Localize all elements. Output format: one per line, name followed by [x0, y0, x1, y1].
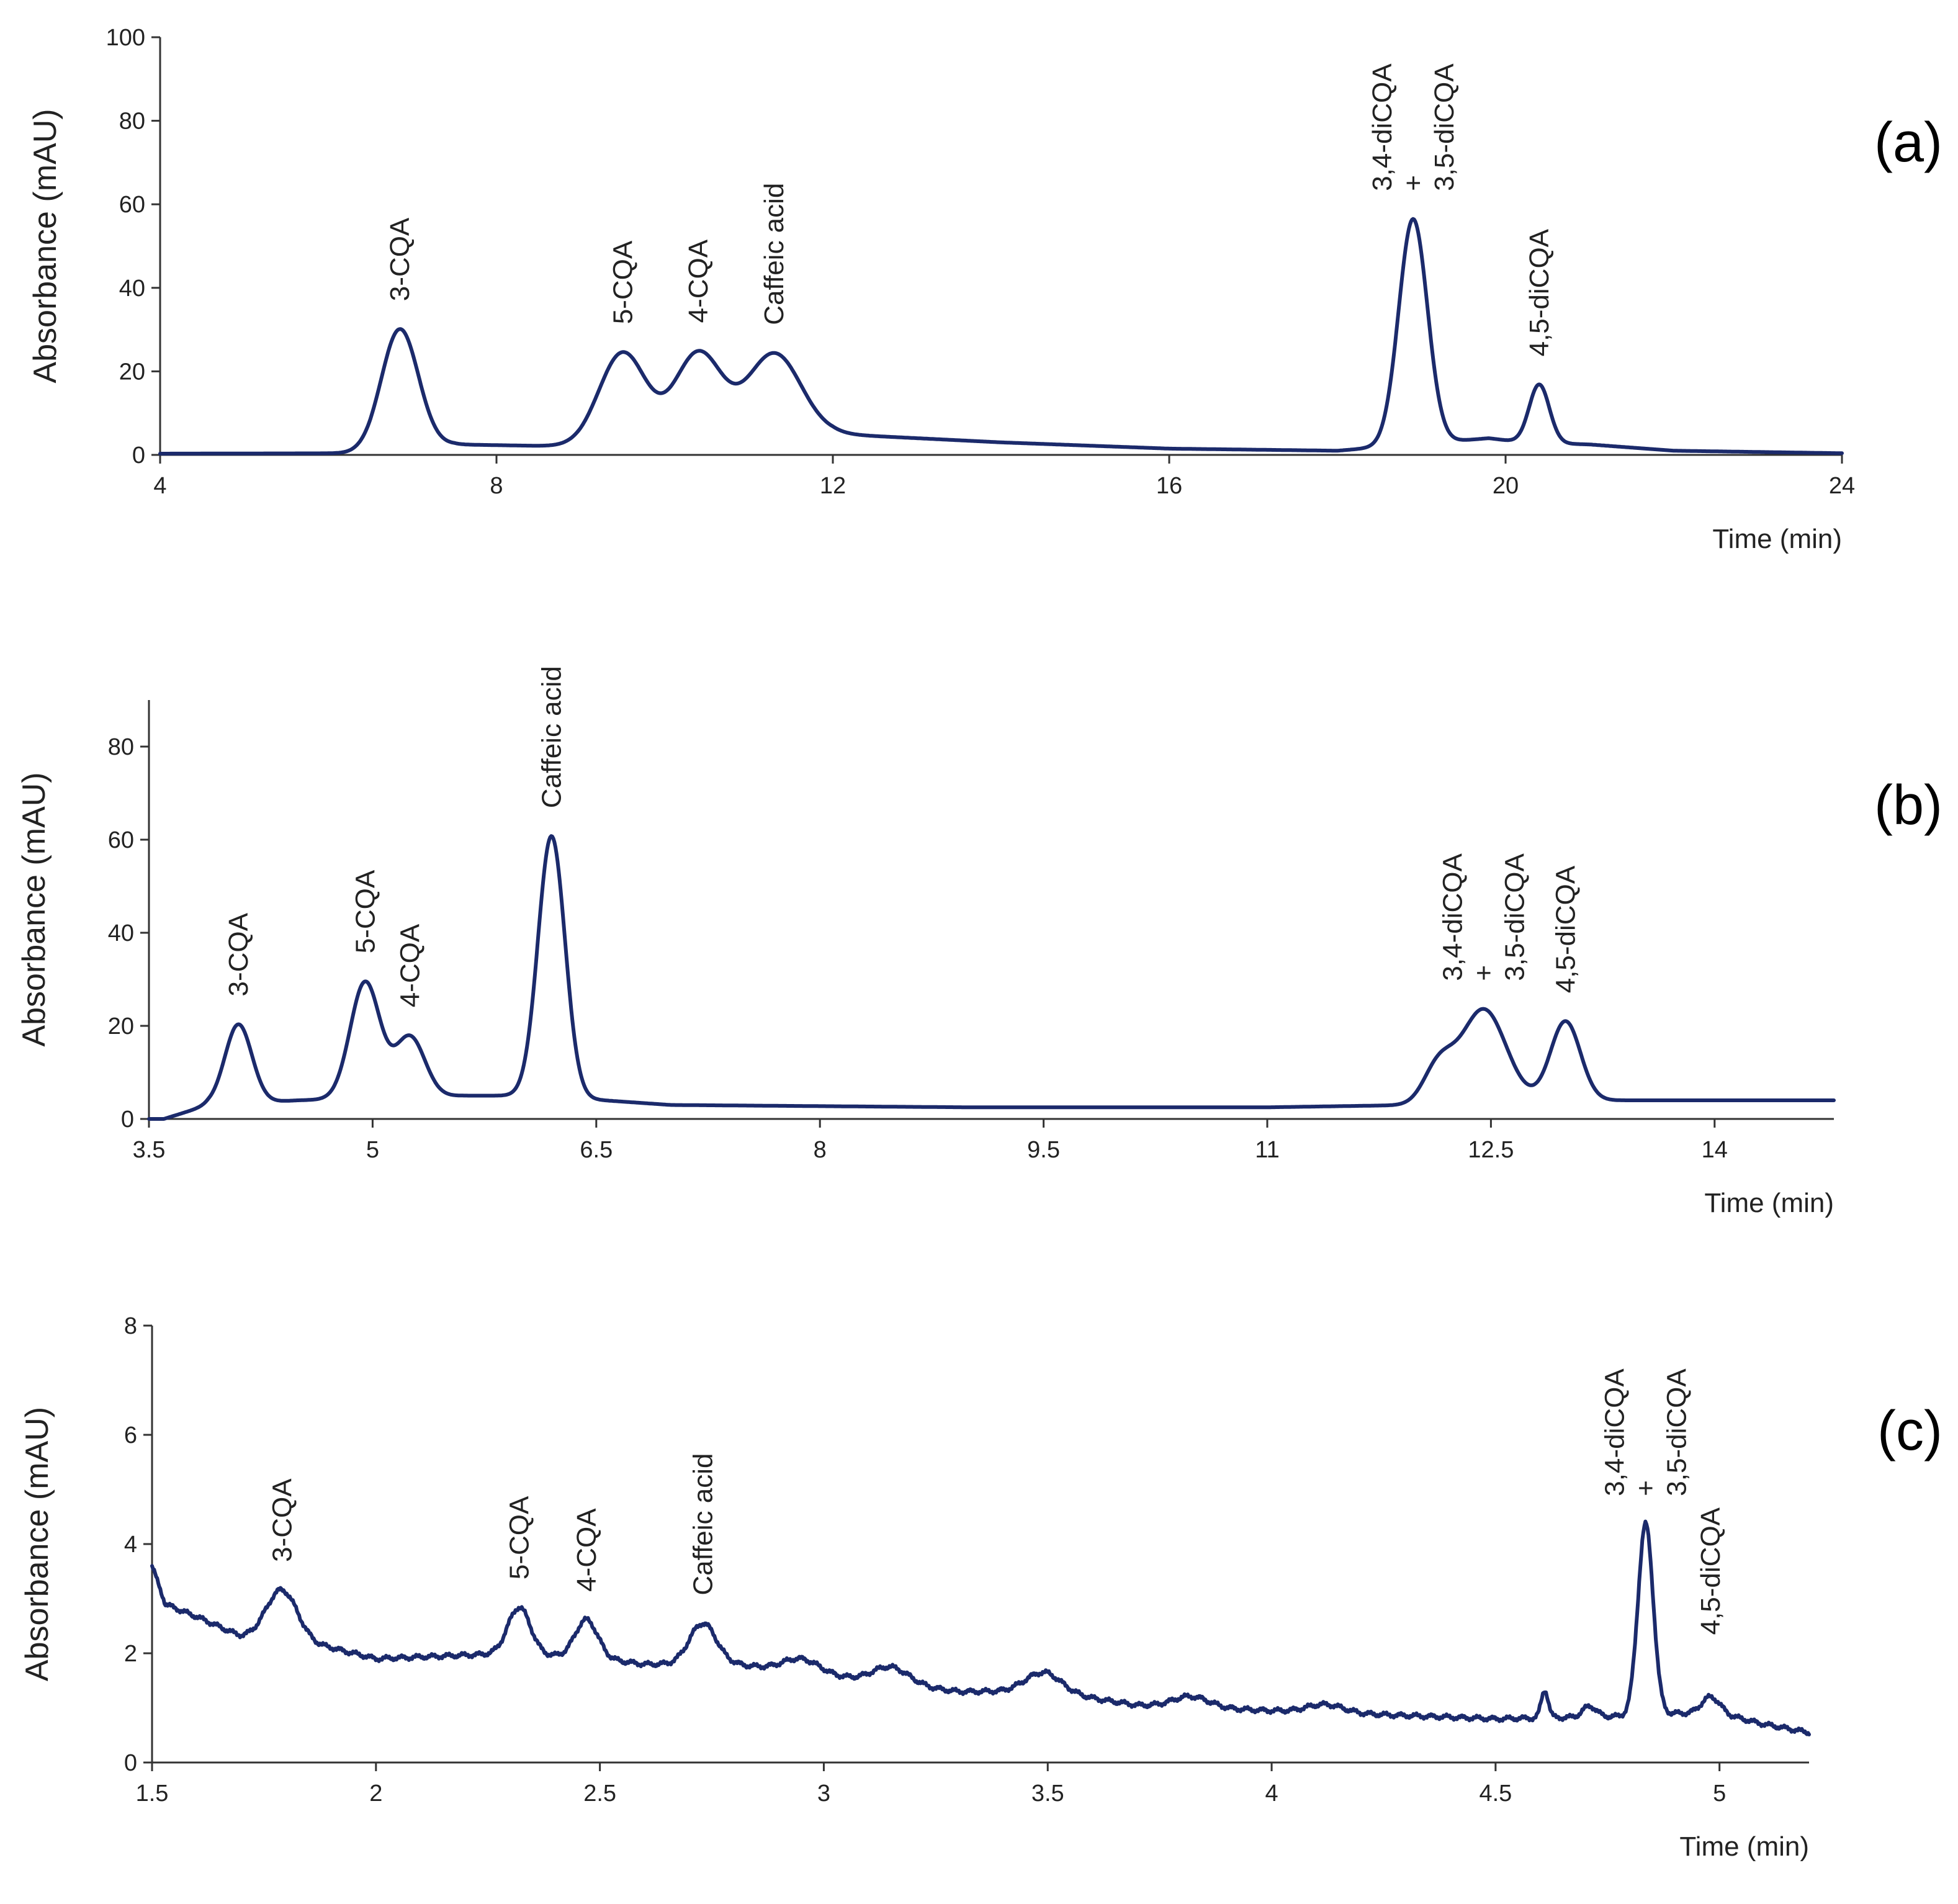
x-tick-label: 6.5 [580, 1137, 613, 1163]
x-tick-label: 12 [820, 473, 846, 499]
peak-label-line: 3-CQA [223, 912, 254, 996]
chromatogram-trace [150, 1519, 1811, 1736]
panel-label: (c) [1877, 1400, 1942, 1462]
x-tick-label: 4 [1265, 1781, 1278, 1807]
y-tick-label: 20 [119, 359, 145, 385]
y-axis-title: Absorbance (mAU) [16, 772, 52, 1046]
x-tick-label: 2.5 [583, 1781, 616, 1807]
peak-label-line: Caffeic acid [537, 666, 567, 808]
panel-c: 0 2 4 6 8 1.5 2 2.5 3 3.5 4 4.5 5 Absorbance (mAU) Tim… [19, 1313, 1942, 1862]
peak-label-line: 3,4-diCQA [1367, 63, 1398, 191]
peak-label-3-cqa: 3-CQA [385, 217, 415, 301]
x-tick-label: 2 [369, 1781, 382, 1807]
x-axis-title: Time (min) [1704, 1188, 1834, 1218]
chromatogram-trace [158, 217, 1844, 456]
x-tick-label: 16 [1156, 473, 1182, 499]
peak-label-5-cqa: 5-CQA [350, 869, 380, 953]
peak-label-line: + [1398, 175, 1429, 191]
peak-label-3-cqa: 3-CQA [267, 1478, 297, 1562]
y-tick-label: 40 [108, 920, 134, 946]
peak-label-line: 3-CQA [267, 1478, 297, 1562]
peak-label-caffeic-acid: Caffeic acid [688, 1453, 719, 1596]
peak-label-5-cqa: 5-CQA [505, 1496, 535, 1579]
peak-label-3-4-dicqa-3-5-dicqa: 3,4-diCQA +3,5-diCQA [1367, 63, 1460, 191]
y-tick-label: 60 [119, 192, 145, 218]
y-tick-label: 20 [108, 1013, 134, 1040]
x-tick-label: 24 [1829, 473, 1855, 499]
y-tick-label: 0 [132, 442, 145, 469]
y-tick-label: 0 [124, 1750, 137, 1776]
peak-label-line: 3,5-diCQA [1499, 853, 1530, 981]
y-tick-label: 80 [108, 734, 134, 760]
peak-label-line: 3,5-diCQA [1662, 1368, 1692, 1496]
peak-label-line: 3,5-diCQA [1429, 63, 1460, 191]
peak-label-line: 3,4-diCQA [1600, 1368, 1630, 1496]
peak-label-4-5-dicqa: 4,5-diCQA [1695, 1507, 1726, 1635]
peak-label-line: 5-CQA [608, 240, 638, 324]
peak-label-3-4-dicqa-3-5-dicqa: 3,4-diCQA +3,5-diCQA [1437, 853, 1530, 981]
peak-label-4-cqa: 4-CQA [395, 923, 426, 1007]
peak-label-line: 4,5-diCQA [1551, 865, 1581, 993]
x-tick-label: 3 [817, 1781, 830, 1807]
panel-a: 0 20 40 60 80 100 4 8 12 16 20 24 Absorbance (mAU) Ti… [27, 25, 1942, 554]
peak-label-line: 4-CQA [572, 1508, 602, 1592]
peak-label-line: Caffeic acid [688, 1453, 719, 1596]
peak-label-4-5-dicqa: 4,5-diCQA [1551, 865, 1581, 993]
peak-label-line: 4-CQA [683, 239, 714, 323]
x-tick-label: 9.5 [1027, 1137, 1060, 1163]
peak-label-line: 3-CQA [385, 217, 415, 301]
chromatogram-trace [147, 834, 1836, 1121]
x-tick-label: 14 [1702, 1137, 1728, 1163]
y-axis-title: Absorbance (mAU) [19, 1407, 55, 1681]
peak-label-line: Caffeic acid [759, 183, 789, 325]
x-tick-label: 5 [366, 1137, 379, 1163]
x-tick-label: 12.5 [1468, 1137, 1514, 1163]
peak-label-line: 5-CQA [505, 1496, 535, 1579]
peak-label-line: 3,4-diCQA [1437, 853, 1468, 981]
peak-label-caffeic-acid: Caffeic acid [759, 183, 789, 325]
x-tick-label: 1.5 [136, 1781, 169, 1807]
y-tick-label: 80 [119, 109, 145, 135]
peak-label-line: 4,5-diCQA [1695, 1507, 1726, 1635]
panel-label: (a) [1874, 112, 1942, 174]
y-tick-label: 60 [108, 827, 134, 853]
x-tick-label: 20 [1493, 473, 1519, 499]
y-tick-label: 0 [121, 1107, 134, 1133]
x-tick-label: 4 [153, 473, 166, 499]
y-tick-label: 4 [124, 1532, 137, 1558]
peak-label-line: 5-CQA [350, 869, 380, 953]
y-axis-title: Absorbance (mAU) [27, 109, 63, 383]
peak-label-line: + [1631, 1480, 1661, 1496]
x-axis-title: Time (min) [1712, 524, 1842, 554]
peak-label-4-cqa: 4-CQA [572, 1508, 602, 1592]
peak-label-4-cqa: 4-CQA [683, 239, 714, 323]
x-tick-label: 3.5 [1031, 1781, 1064, 1807]
x-tick-label: 3.5 [133, 1137, 166, 1163]
peak-label-5-cqa: 5-CQA [608, 240, 638, 324]
x-tick-label: 11 [1255, 1137, 1279, 1163]
x-tick-label: 8 [490, 473, 503, 499]
peak-label-3-cqa: 3-CQA [223, 912, 254, 996]
panel-b: 0 20 40 60 80 3.5 5 6.5 8 9.5 11 12.5 14 Absorbance (… [16, 666, 1942, 1218]
peak-label-3-4-dicqa-3-5-dicqa: 3,4-diCQA +3,5-diCQA [1600, 1368, 1692, 1496]
x-tick-label: 8 [814, 1137, 827, 1163]
peak-label-4-5-dicqa: 4,5-diCQA [1524, 228, 1555, 356]
peak-label-caffeic-acid: Caffeic acid [537, 666, 567, 808]
peak-label-line: 4,5-diCQA [1524, 228, 1555, 356]
peak-label-line: 4-CQA [395, 923, 426, 1007]
y-tick-label: 8 [124, 1313, 137, 1339]
panel-label: (b) [1874, 775, 1942, 837]
y-tick-label: 2 [124, 1641, 137, 1667]
peak-label-line: + [1468, 965, 1499, 981]
x-tick-label: 4.5 [1479, 1781, 1512, 1807]
y-tick-label: 6 [124, 1422, 137, 1448]
y-tick-label: 100 [106, 25, 145, 51]
y-tick-label: 40 [119, 276, 145, 302]
x-axis-title: Time (min) [1679, 1831, 1809, 1862]
x-tick-label: 5 [1713, 1781, 1726, 1807]
